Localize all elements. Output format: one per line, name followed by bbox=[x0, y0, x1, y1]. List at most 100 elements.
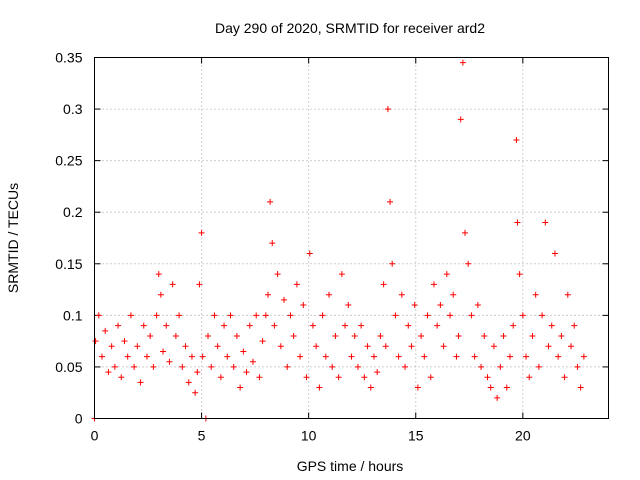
data-point bbox=[389, 260, 396, 267]
data-point bbox=[532, 291, 539, 298]
data-point bbox=[217, 374, 224, 381]
data-point bbox=[131, 363, 138, 370]
data-point bbox=[459, 59, 466, 66]
data-point bbox=[205, 332, 212, 339]
data-point bbox=[172, 332, 179, 339]
data-point bbox=[465, 260, 472, 267]
data-point bbox=[513, 137, 520, 144]
data-point bbox=[224, 353, 231, 360]
y-tick-label: 0.35 bbox=[55, 50, 82, 66]
chart-title: Day 290 of 2020, SRMTID for receiver ard… bbox=[215, 20, 485, 36]
data-point bbox=[264, 291, 271, 298]
data-point bbox=[269, 240, 276, 247]
data-point bbox=[326, 291, 333, 298]
data-point bbox=[185, 379, 192, 386]
data-point bbox=[322, 353, 329, 360]
data-point bbox=[434, 322, 441, 329]
data-point bbox=[277, 343, 284, 350]
data-point bbox=[240, 348, 247, 355]
data-point bbox=[395, 353, 402, 360]
data-point bbox=[535, 363, 542, 370]
data-point bbox=[453, 353, 460, 360]
data-point bbox=[262, 312, 269, 319]
y-axis-label: SRMTID / TECUs bbox=[5, 183, 21, 293]
data-point bbox=[253, 312, 260, 319]
data-point bbox=[196, 281, 203, 288]
data-point bbox=[361, 374, 368, 381]
data-point bbox=[424, 312, 431, 319]
data-point bbox=[484, 374, 491, 381]
data-point bbox=[462, 229, 469, 236]
data-point bbox=[497, 363, 504, 370]
data-point bbox=[421, 353, 428, 360]
data-point bbox=[447, 312, 454, 319]
data-point bbox=[514, 219, 521, 226]
data-point bbox=[157, 291, 164, 298]
data-point bbox=[494, 394, 501, 401]
data-point bbox=[523, 353, 530, 360]
data-points bbox=[91, 59, 587, 422]
data-point bbox=[300, 302, 307, 309]
data-point bbox=[243, 369, 250, 376]
data-point bbox=[384, 106, 391, 113]
data-point bbox=[510, 322, 517, 329]
data-point bbox=[143, 353, 150, 360]
data-point bbox=[519, 312, 526, 319]
data-point bbox=[140, 322, 147, 329]
data-point bbox=[427, 374, 434, 381]
x-tick-label: 15 bbox=[408, 428, 424, 444]
data-point bbox=[271, 322, 278, 329]
data-point bbox=[155, 271, 162, 278]
data-point bbox=[411, 302, 418, 309]
data-point bbox=[374, 369, 381, 376]
data-point bbox=[577, 384, 584, 391]
data-point bbox=[564, 291, 571, 298]
data-point bbox=[98, 353, 105, 360]
data-point bbox=[348, 353, 355, 360]
data-point bbox=[437, 302, 444, 309]
data-point bbox=[402, 363, 409, 370]
data-point bbox=[568, 343, 575, 350]
data-point bbox=[539, 312, 546, 319]
data-point bbox=[95, 312, 102, 319]
data-point bbox=[548, 322, 555, 329]
data-point bbox=[440, 343, 447, 350]
data-point bbox=[398, 291, 405, 298]
data-point bbox=[249, 358, 256, 365]
data-point bbox=[281, 296, 288, 303]
data-point bbox=[474, 302, 481, 309]
x-tick-label: 5 bbox=[198, 428, 206, 444]
data-point bbox=[370, 353, 377, 360]
data-point bbox=[574, 363, 581, 370]
x-axis-label: GPS time / hours bbox=[297, 458, 404, 474]
plot-frame bbox=[94, 57, 609, 419]
y-tick-label: 0.1 bbox=[63, 307, 83, 323]
data-point bbox=[211, 312, 218, 319]
y-tick-label: 0.05 bbox=[55, 359, 82, 375]
data-point bbox=[309, 322, 316, 329]
data-point bbox=[450, 291, 457, 298]
data-point bbox=[506, 353, 513, 360]
data-point bbox=[227, 312, 234, 319]
data-point bbox=[319, 312, 326, 319]
data-point bbox=[221, 322, 228, 329]
data-point bbox=[246, 322, 253, 329]
data-point bbox=[351, 332, 358, 339]
data-point bbox=[127, 312, 134, 319]
y-tick-label: 0.3 bbox=[63, 101, 83, 117]
y-tick-label: 0.25 bbox=[55, 153, 82, 169]
data-point bbox=[478, 363, 485, 370]
data-point bbox=[481, 332, 488, 339]
data-point bbox=[115, 322, 122, 329]
data-point bbox=[455, 332, 462, 339]
data-point bbox=[105, 369, 112, 376]
x-tick-label: 0 bbox=[91, 428, 99, 444]
data-point bbox=[490, 343, 497, 350]
data-point bbox=[471, 353, 478, 360]
data-point bbox=[176, 312, 183, 319]
data-point bbox=[118, 374, 125, 381]
data-point bbox=[134, 343, 141, 350]
data-point bbox=[297, 353, 304, 360]
data-point bbox=[290, 332, 297, 339]
